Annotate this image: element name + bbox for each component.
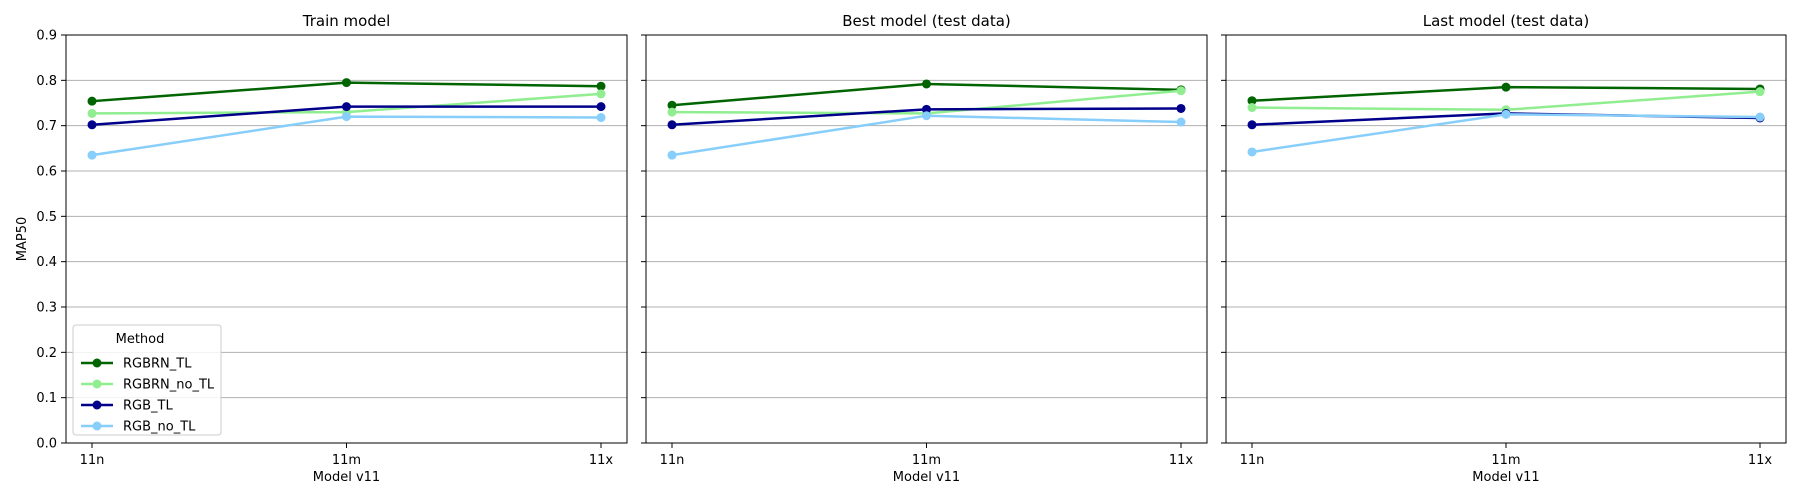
y-tick-label: 0.0 <box>36 437 57 452</box>
x-tick-label: 11m <box>1491 453 1520 468</box>
data-point-RGB_no_TL <box>342 112 351 122</box>
data-point-RGB_TL <box>596 102 606 112</box>
series-line-RGB_no_TL <box>1251 113 1761 154</box>
data-point-RGB_TL <box>922 104 931 114</box>
x-tick-label: 11n <box>80 453 105 468</box>
legend-swatch-marker <box>92 379 102 389</box>
y-tick-label: 0.8 <box>36 74 57 89</box>
legend-title: Method <box>116 332 165 347</box>
data-point-RGB_TL <box>667 120 677 130</box>
data-point-RGB_no_TL <box>1501 109 1511 119</box>
legend-swatch-marker <box>92 421 102 431</box>
x-tick-label: 11m <box>332 453 361 468</box>
data-point-RGBRN_TL <box>922 79 931 89</box>
y-tick-label: 0.7 <box>36 119 57 134</box>
x-tick-label: 11n <box>660 453 685 468</box>
y-tick-label: 0.6 <box>36 165 57 180</box>
data-point-RGB_no_TL <box>87 150 97 160</box>
legend-entry-label: RGBRN_TL <box>123 357 192 372</box>
x-axis-label: Model v11 <box>313 470 380 485</box>
legend-box <box>72 324 222 436</box>
y-axis-label: MAP50 <box>15 217 30 262</box>
data-point-RGB_no_TL <box>596 113 606 123</box>
data-point-RGB_TL <box>87 120 97 130</box>
chart-title: Last model (test data) <box>1423 12 1590 30</box>
y-tick-label: 0.5 <box>36 210 57 225</box>
legend-entry-label: RGB_no_TL <box>123 420 196 435</box>
data-point-RGBRN_no_TL <box>667 107 677 117</box>
chart-title: Best model (test data) <box>842 12 1011 30</box>
data-point-RGB_TL <box>1247 120 1257 130</box>
x-axis-label: Model v11 <box>893 470 960 485</box>
data-point-RGB_no_TL <box>1755 112 1765 122</box>
legend: Method RGBRN_TL RGBRN_no_TL RGB_TL RGB_no_TL <box>72 324 222 436</box>
y-tick-label: 0.4 <box>36 255 57 270</box>
data-point-RGBRN_no_TL <box>1247 103 1257 113</box>
data-point-RGBRN_no_TL <box>1176 86 1186 96</box>
data-point-RGBRN_no_TL <box>1755 87 1765 97</box>
series-line-RGB_no_TL <box>671 114 1182 157</box>
chart-panel-2: 11n 11m 11x Best model (test data) Model v11 <box>641 12 1208 485</box>
y-tick-label: 0.3 <box>36 301 57 316</box>
data-point-RGBRN_no_TL <box>87 108 97 118</box>
series-line-RGB_no_TL <box>91 115 602 157</box>
legend-swatch-marker <box>92 358 102 368</box>
x-tick-label: 11m <box>912 453 941 468</box>
x-axis-label: Model v11 <box>1472 470 1539 485</box>
x-tick-label: 11x <box>1169 453 1194 468</box>
data-point-RGBRN_TL <box>87 96 97 106</box>
y-tick-label: 0.9 <box>36 29 57 44</box>
data-point-RGB_TL <box>1176 103 1186 113</box>
data-point-RGB_no_TL <box>922 111 931 121</box>
data-point-RGB_no_TL <box>1247 147 1257 157</box>
chart-panel-1: 0.0 0.1 0.2 0.3 0.4 0.5 0.6 0.7 0.8 0.9 11n 11m 11x T… <box>15 12 628 485</box>
data-point-RGBRN_TL <box>667 100 677 110</box>
data-point-RGB_no_TL <box>667 150 677 160</box>
x-tick-label: 11x <box>1748 453 1773 468</box>
legend-entry-label: RGBRN_no_TL <box>123 378 215 393</box>
data-point-RGBRN_no_TL <box>596 89 606 99</box>
data-point-RGBRN_TL <box>342 78 351 88</box>
data-point-RGB_no_TL <box>1176 117 1186 127</box>
x-tick-label: 11x <box>589 453 614 468</box>
data-point-RGBRN_TL <box>1501 82 1511 92</box>
chart-title: Train model <box>302 12 390 30</box>
data-point-RGB_TL <box>342 102 351 112</box>
data-point-RGBRN_TL <box>596 81 606 91</box>
data-point-RGBRN_TL <box>1247 96 1257 106</box>
y-tick-label: 0.2 <box>36 346 57 361</box>
chart-panel-3: 11n 11m 11x Last model (test data) Model v11 <box>1221 12 1787 485</box>
legend-swatch-marker <box>92 400 102 410</box>
legend-entry-label: RGB_TL <box>123 399 173 414</box>
x-tick-label: 11n <box>1240 453 1265 468</box>
y-tick-label: 0.1 <box>36 391 57 406</box>
